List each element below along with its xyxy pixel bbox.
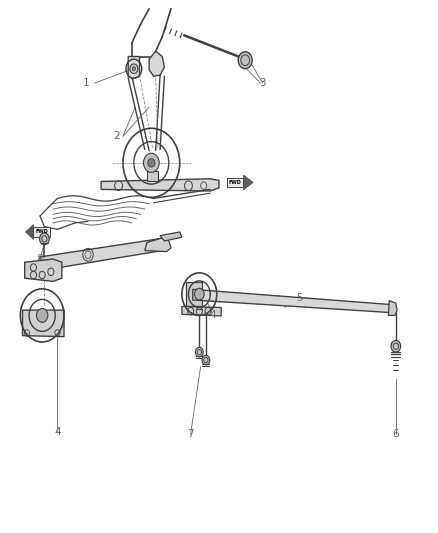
Circle shape — [202, 356, 210, 365]
Polygon shape — [186, 282, 201, 306]
Text: 4: 4 — [209, 310, 216, 320]
Polygon shape — [22, 310, 64, 337]
Circle shape — [194, 288, 204, 300]
Circle shape — [148, 159, 155, 167]
Polygon shape — [25, 259, 62, 281]
Text: 1: 1 — [82, 78, 89, 88]
Polygon shape — [182, 306, 221, 316]
Circle shape — [195, 348, 203, 357]
Polygon shape — [101, 179, 219, 191]
Text: 2: 2 — [113, 131, 120, 141]
FancyBboxPatch shape — [227, 177, 244, 187]
Text: 6: 6 — [392, 429, 399, 439]
Text: 4: 4 — [54, 427, 61, 438]
Circle shape — [39, 233, 49, 245]
Text: 3: 3 — [259, 78, 266, 88]
Polygon shape — [193, 289, 394, 313]
Polygon shape — [244, 175, 253, 190]
Text: 5: 5 — [297, 293, 303, 303]
Polygon shape — [40, 238, 162, 271]
Text: 7: 7 — [187, 429, 194, 439]
Circle shape — [36, 309, 48, 322]
Circle shape — [144, 154, 159, 172]
Circle shape — [238, 52, 252, 69]
Polygon shape — [145, 237, 171, 252]
Polygon shape — [147, 171, 158, 181]
Polygon shape — [389, 301, 397, 316]
FancyBboxPatch shape — [33, 227, 50, 237]
Text: FWD: FWD — [35, 229, 48, 235]
Polygon shape — [25, 224, 33, 239]
Polygon shape — [128, 56, 140, 79]
Polygon shape — [160, 232, 182, 241]
Polygon shape — [149, 51, 164, 76]
Circle shape — [391, 341, 401, 352]
Circle shape — [132, 67, 136, 71]
Text: FWD: FWD — [229, 180, 241, 185]
Text: 8: 8 — [37, 254, 43, 263]
